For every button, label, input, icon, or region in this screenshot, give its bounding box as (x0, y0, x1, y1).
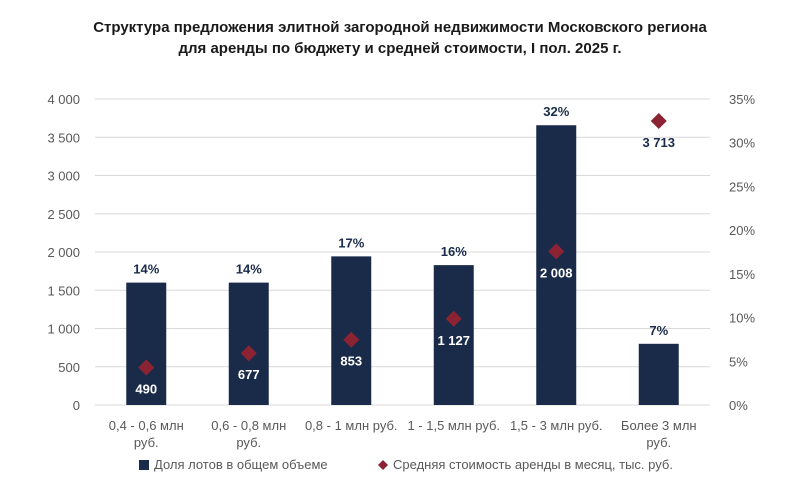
bar-labels: 14% 14% 17% 16% 32% 7% (133, 104, 668, 338)
right-tick-label: 35% (729, 92, 755, 107)
scatter-point (445, 310, 462, 327)
bar-value-label: 16% (441, 244, 467, 259)
category-label: руб. (134, 435, 159, 450)
right-axis-ticks: 35% 30% 25% 20% 15% 10% 5% 0% (729, 92, 755, 413)
bar-value-label: 17% (338, 235, 364, 250)
left-tick-label: 1 000 (47, 322, 80, 337)
left-axis-ticks: 4 000 3 500 3 000 2 500 2 000 1 500 1 000 500 0 (47, 92, 80, 413)
scatter-series (138, 112, 667, 376)
scatter-value-label: 490 (135, 382, 157, 397)
right-tick-label: 10% (729, 311, 755, 326)
scatter-labels: 490 677 853 1 127 2 008 3 713 (135, 135, 675, 397)
left-tick-label: 500 (58, 360, 80, 375)
right-tick-label: 15% (729, 267, 755, 282)
category-label: 0,4 - 0,6 млн (109, 418, 184, 433)
category-label: 0,6 - 0,8 млн (211, 418, 286, 433)
left-tick-label: 2 000 (47, 245, 80, 260)
bar-value-label: 14% (133, 262, 159, 277)
category-label: 1 - 1,5 млн руб. (407, 418, 500, 433)
bar-value-label: 32% (543, 104, 569, 119)
bar (331, 256, 372, 405)
bar-series (126, 125, 679, 405)
left-tick-label: 0 (73, 398, 80, 413)
bar (228, 282, 269, 405)
left-tick-label: 3 000 (47, 169, 80, 184)
right-tick-label: 30% (729, 136, 755, 151)
bar-value-label: 14% (236, 262, 262, 277)
scatter-value-label: 1 127 (437, 333, 470, 348)
legend-label-bar: Доля лотов в общем объеме (154, 457, 328, 472)
scatter-value-label: 3 713 (642, 135, 675, 150)
left-tick-label: 2 500 (47, 207, 80, 222)
legend-swatch-bar (139, 460, 149, 470)
right-tick-label: 5% (729, 354, 748, 369)
legend-swatch-point (378, 460, 388, 470)
scatter-point (650, 112, 667, 129)
scatter-value-label: 2 008 (540, 265, 573, 280)
category-label: 1,5 - 3 млн руб. (510, 418, 603, 433)
gridlines (95, 98, 710, 406)
chart-title: Структура предложения элитной загородной… (93, 19, 707, 57)
scatter-point (138, 359, 155, 376)
category-label: 0,8 - 1 млн руб. (305, 418, 398, 433)
scatter-point (343, 331, 360, 348)
left-tick-label: 3 500 (47, 130, 80, 145)
bar (638, 343, 679, 405)
scatter-point (548, 243, 565, 260)
scatter-point (240, 345, 257, 362)
legend: Доля лотов в общем объеме Средняя стоимо… (139, 457, 673, 472)
category-label: руб. (236, 435, 261, 450)
category-label: руб. (646, 435, 671, 450)
chart-title-line-1: Структура предложения элитной загородной… (93, 19, 707, 36)
left-tick-label: 4 000 (47, 92, 80, 107)
bar-value-label: 7% (649, 323, 668, 338)
legend-label-point: Средняя стоимость аренды в месяц, тыс. р… (393, 457, 673, 472)
left-tick-label: 1 500 (47, 283, 80, 298)
scatter-value-label: 853 (340, 354, 362, 369)
category-label: Более 3 млн (621, 418, 697, 433)
right-tick-label: 0% (729, 398, 748, 413)
right-tick-label: 25% (729, 179, 755, 194)
category-labels: 0,4 - 0,6 млн руб. 0,6 - 0,8 млн руб. 0,8 - … (109, 418, 697, 450)
bar (433, 265, 474, 405)
right-tick-label: 20% (729, 223, 755, 238)
scatter-value-label: 677 (238, 367, 260, 382)
chart-title-line-2: для аренды по бюджету и средней стоимост… (178, 40, 621, 57)
bar (536, 125, 577, 405)
bar (126, 282, 167, 405)
